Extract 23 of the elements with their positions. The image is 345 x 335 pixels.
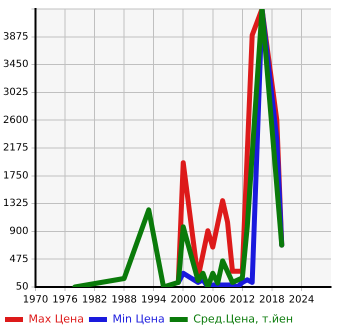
y-tick-label: 475 bbox=[9, 254, 28, 265]
legend-label: Min Цена bbox=[112, 312, 165, 326]
y-tick-label: 3025 bbox=[2, 86, 28, 98]
x-tick-label: 2012 bbox=[230, 294, 256, 306]
x-tick-label: 1988 bbox=[111, 294, 137, 306]
x-tick-label: 2000 bbox=[170, 294, 196, 306]
y-tick-label: 1325 bbox=[2, 198, 28, 210]
y-tick-label: 1750 bbox=[2, 170, 28, 182]
x-tick-label: 1982 bbox=[82, 294, 108, 306]
x-tick-label: 1976 bbox=[52, 294, 78, 306]
y-tick-label: 2175 bbox=[2, 142, 28, 154]
legend-label: Сред.Цена, т.йен bbox=[193, 312, 294, 326]
y-tick-label: 2600 bbox=[2, 114, 28, 126]
x-tick-label: 1994 bbox=[140, 294, 166, 306]
x-tick-label: 2024 bbox=[288, 294, 314, 306]
x-tick-label: 2006 bbox=[200, 294, 226, 306]
x-tick-label: 1970 bbox=[22, 294, 48, 306]
x-tick-label: 2018 bbox=[259, 294, 285, 306]
legend-label: Max Цена bbox=[28, 312, 84, 326]
y-tick-label: 3450 bbox=[2, 59, 28, 70]
y-tick-label: 900 bbox=[9, 226, 28, 237]
y-tick-label: 3875 bbox=[2, 31, 28, 42]
y-tick-label: 50 bbox=[16, 282, 28, 293]
